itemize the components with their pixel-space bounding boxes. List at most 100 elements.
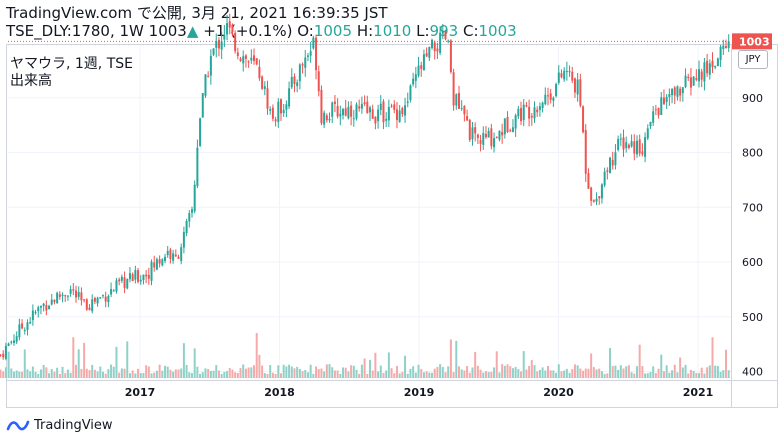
candle-body	[490, 128, 493, 147]
candle-body	[638, 139, 641, 154]
candle-body	[271, 107, 274, 119]
volume-bar	[563, 370, 566, 378]
volume-bar	[722, 370, 725, 378]
candle-body	[487, 130, 490, 138]
published-label: で公開,	[136, 4, 187, 22]
volume-bar	[26, 369, 29, 378]
currency-button[interactable]: JPY	[738, 50, 768, 69]
candle-body	[363, 102, 366, 104]
candle-body	[654, 109, 657, 111]
volume-bar	[88, 370, 91, 378]
volume-bar	[476, 365, 479, 378]
volume-bar	[253, 365, 256, 378]
volume-bar	[447, 366, 450, 378]
volume-bar	[506, 364, 509, 378]
candle-body	[26, 322, 29, 331]
candle-body	[285, 104, 288, 110]
candle-body	[239, 58, 242, 61]
volume-bar	[85, 368, 88, 378]
candle-body	[304, 57, 307, 68]
candle-body	[563, 70, 566, 80]
volume-bar	[104, 373, 107, 378]
volume-bar	[228, 368, 231, 378]
candle-body	[18, 324, 21, 338]
candle-body	[455, 94, 458, 106]
candle-body	[2, 353, 5, 358]
candle-body	[565, 71, 568, 73]
volume-bar	[77, 349, 80, 378]
volume-bar	[530, 360, 533, 378]
candle-body	[511, 127, 514, 133]
volume-bar	[428, 372, 431, 378]
candle-body	[10, 341, 13, 343]
candle-body	[34, 312, 37, 314]
candle-body	[50, 299, 53, 305]
volume-bar	[452, 372, 455, 378]
volume-bar	[514, 366, 517, 378]
volume-bar	[244, 368, 247, 378]
publish-info: TradingView.com で公開, 3月 21, 2021 16:39:3…	[6, 3, 388, 23]
candle-body	[719, 46, 722, 61]
candle-body	[142, 274, 145, 280]
volume-bar	[579, 368, 582, 378]
candle-body	[352, 118, 355, 120]
volume-bar	[409, 368, 412, 378]
volume-bar	[727, 370, 730, 378]
volume-bar	[689, 369, 692, 378]
candle-body	[625, 142, 628, 149]
volume-bar	[153, 372, 156, 378]
volume-bar	[350, 365, 353, 378]
chart-panel[interactable]	[6, 44, 778, 408]
volume-bar	[417, 364, 420, 378]
volume-bar	[118, 372, 121, 378]
candle-body	[158, 259, 161, 264]
tradingview-footer[interactable]: TradingView	[6, 414, 113, 436]
y-tick-label: 400	[742, 366, 763, 379]
candle-body	[708, 63, 711, 75]
candle-body	[641, 151, 644, 155]
candle-body	[69, 289, 72, 294]
volume-bar	[234, 372, 237, 378]
y-tick-label: 600	[742, 256, 763, 269]
candle-body	[679, 88, 682, 96]
volume-bar	[698, 373, 701, 378]
volume-bar	[368, 359, 371, 378]
volume-bar	[595, 369, 598, 378]
volume-bar	[339, 373, 342, 378]
candle-body	[274, 119, 277, 122]
volume-bar	[692, 370, 695, 378]
volume-bar	[660, 354, 663, 378]
volume-bar	[0, 369, 2, 378]
candle-body	[595, 198, 598, 202]
low-value: 993	[429, 22, 459, 40]
volume-bar	[271, 372, 274, 378]
volume-bar	[592, 367, 595, 378]
volume-bar	[501, 364, 504, 378]
high-value: 1010	[373, 22, 412, 40]
candle-body	[4, 345, 7, 359]
volume-bar	[134, 373, 137, 378]
volume-bar	[606, 373, 609, 378]
volume-bar	[490, 371, 493, 378]
volume-bar	[482, 372, 485, 378]
candle-body	[336, 106, 339, 117]
candle-body	[528, 106, 531, 119]
volume-bar	[719, 371, 722, 378]
candle-body	[99, 297, 102, 299]
volume-bar	[468, 372, 471, 378]
candle-body	[247, 61, 250, 63]
candle-body	[88, 307, 91, 311]
candle-body	[377, 109, 380, 122]
candle-body	[555, 83, 558, 97]
y-tick-label: 700	[742, 201, 763, 214]
candle-body	[603, 171, 606, 186]
candle-body	[217, 40, 220, 49]
candle-body	[80, 292, 83, 301]
volume-bar	[309, 364, 312, 378]
candle-body	[571, 71, 574, 81]
candle-body	[131, 274, 134, 281]
volume-bar	[700, 367, 703, 378]
volume-bar	[560, 371, 563, 378]
volume-bar	[12, 371, 15, 378]
